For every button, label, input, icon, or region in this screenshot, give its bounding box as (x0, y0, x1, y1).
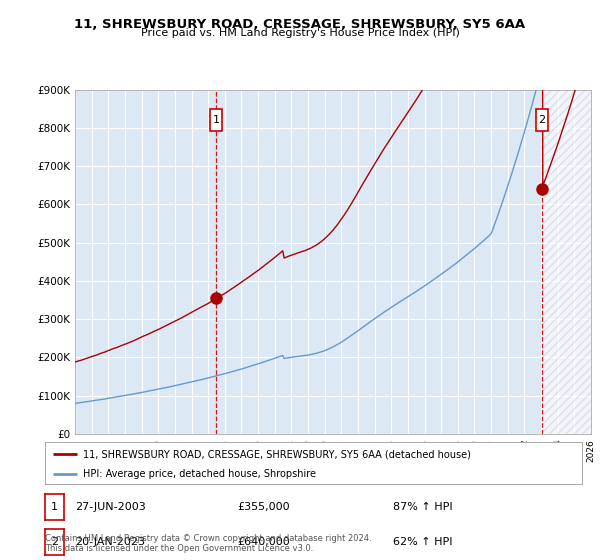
Text: 11, SHREWSBURY ROAD, CRESSAGE, SHREWSBURY, SY5 6AA: 11, SHREWSBURY ROAD, CRESSAGE, SHREWSBUR… (74, 18, 526, 31)
Text: 62% ↑ HPI: 62% ↑ HPI (393, 537, 452, 547)
Text: 11, SHREWSBURY ROAD, CRESSAGE, SHREWSBURY, SY5 6AA (detached house): 11, SHREWSBURY ROAD, CRESSAGE, SHREWSBUR… (83, 449, 470, 459)
Text: HPI: Average price, detached house, Shropshire: HPI: Average price, detached house, Shro… (83, 469, 316, 479)
FancyBboxPatch shape (536, 110, 548, 131)
Text: 27-JUN-2003: 27-JUN-2003 (75, 502, 146, 512)
Text: £640,000: £640,000 (237, 537, 290, 547)
Text: 87% ↑ HPI: 87% ↑ HPI (393, 502, 452, 512)
Bar (542, 90, 591, 434)
Text: 1: 1 (51, 502, 58, 512)
Text: 2: 2 (51, 537, 58, 547)
Text: £355,000: £355,000 (237, 502, 290, 512)
Text: 2: 2 (538, 115, 545, 125)
Text: Price paid vs. HM Land Registry's House Price Index (HPI): Price paid vs. HM Land Registry's House … (140, 28, 460, 38)
Text: Contains HM Land Registry data © Crown copyright and database right 2024.
This d: Contains HM Land Registry data © Crown c… (45, 534, 371, 553)
Text: 1: 1 (213, 115, 220, 125)
Text: 20-JAN-2023: 20-JAN-2023 (75, 537, 145, 547)
FancyBboxPatch shape (211, 110, 222, 131)
